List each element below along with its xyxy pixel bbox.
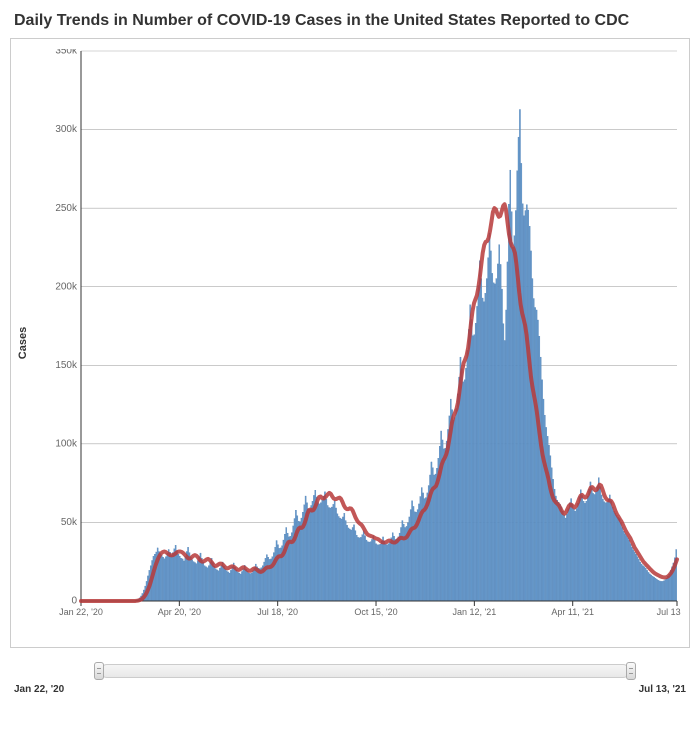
svg-text:Apr 20, '20: Apr 20, '20 — [158, 607, 201, 617]
y-axis-title: Cases — [17, 327, 29, 359]
svg-text:150k: 150k — [55, 360, 78, 371]
svg-text:50k: 50k — [61, 517, 78, 528]
svg-text:Jan 22, '20: Jan 22, '20 — [59, 607, 103, 617]
svg-text:250k: 250k — [55, 203, 78, 214]
svg-text:Apr 11, '21: Apr 11, '21 — [551, 607, 594, 617]
svg-text:Jul 13, '21: Jul 13, '21 — [657, 607, 681, 617]
svg-text:350k: 350k — [55, 49, 78, 57]
page: Daily Trends in Number of COVID-19 Cases… — [0, 0, 700, 730]
svg-text:200k: 200k — [55, 281, 78, 292]
svg-text:Jul 18, '20: Jul 18, '20 — [257, 607, 298, 617]
svg-text:100k: 100k — [55, 438, 78, 449]
slider-handle-end[interactable] — [626, 662, 636, 680]
range-slider: Jan 22, '20 Jul 13, '21 — [10, 656, 690, 716]
slider-start-label: Jan 22, '20 — [14, 684, 64, 695]
svg-text:Jan 12, '21: Jan 12, '21 — [452, 607, 496, 617]
slider-handle-start[interactable] — [94, 662, 104, 680]
plot-area: 0 50k 100k 150k 200k 250k 300k 350k Jan 22, '20 A… — [51, 49, 681, 619]
svg-text:300k: 300k — [55, 124, 78, 135]
svg-text:Oct 15, '20: Oct 15, '20 — [354, 607, 397, 617]
chart-container: Cases 0 50k 100k 150k 200k 250k 300k 350k Jan 22… — [10, 38, 690, 648]
slider-track[interactable] — [100, 664, 630, 678]
chart-svg: 0 50k 100k 150k 200k 250k 300k 350k Jan 22, '20 A… — [51, 49, 681, 639]
svg-text:0: 0 — [71, 596, 77, 607]
chart-title: Daily Trends in Number of COVID-19 Cases… — [14, 12, 690, 30]
slider-end-label: Jul 13, '21 — [639, 684, 686, 695]
